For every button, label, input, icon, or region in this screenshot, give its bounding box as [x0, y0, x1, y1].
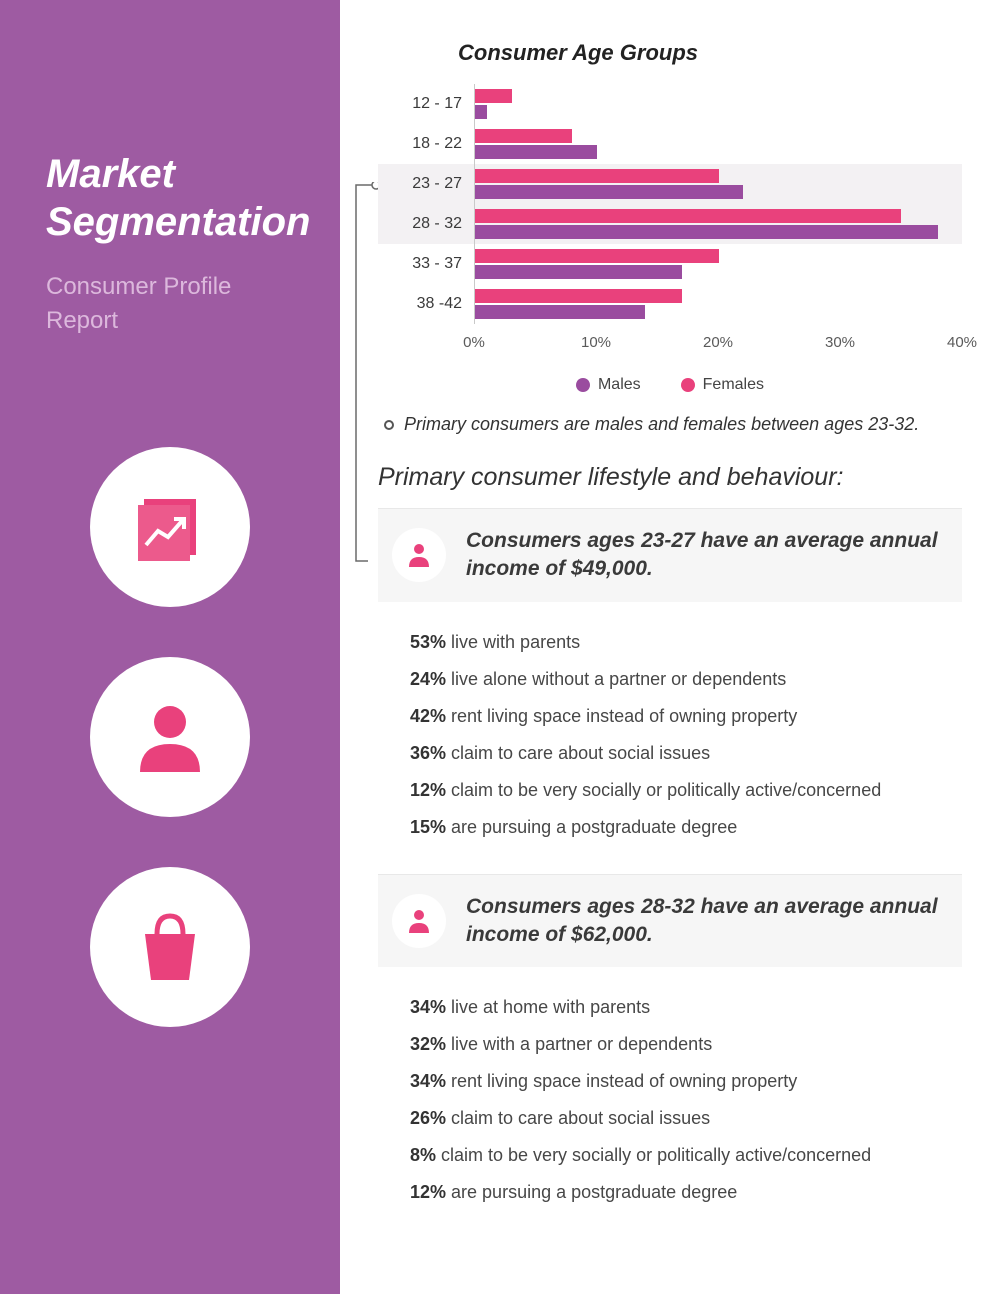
axis-tick: 30% — [825, 334, 855, 351]
shopping-bag-icon — [125, 902, 215, 992]
stat-line: 32% live with a partner or dependents — [410, 1034, 946, 1055]
chart-legend: Males Females — [378, 376, 962, 394]
bar-male — [475, 305, 645, 319]
legend-item: Males — [576, 376, 641, 394]
bar-female — [475, 169, 719, 183]
bar-female — [475, 209, 901, 223]
chart-row: 28 - 32 — [378, 204, 962, 244]
stat-line: 34% live at home with parents — [410, 997, 946, 1018]
legend-item: Females — [681, 376, 764, 394]
group-stats: 53% live with parents 24% live alone with… — [378, 602, 962, 874]
stat-line: 34% rent living space instead of owning … — [410, 1071, 946, 1092]
chart-row: 12 - 17 — [378, 84, 962, 124]
chart-row-label: 23 - 27 — [378, 164, 474, 204]
group-person-icon — [392, 894, 446, 948]
group-stats: 34% live at home with parents 32% live wi… — [378, 967, 962, 1239]
group-person-icon — [392, 528, 446, 582]
bar-male — [475, 145, 597, 159]
chart-row-label: 28 - 32 — [378, 204, 474, 244]
chart-row-label: 38 -42 — [378, 284, 474, 324]
sidebar-icon-person — [90, 657, 250, 817]
chart-connector-line — [348, 182, 378, 564]
annotation-text: Primary consumers are males and females … — [404, 414, 919, 435]
sidebar-icon-chart — [90, 447, 250, 607]
sidebar-icon-bag — [90, 867, 250, 1027]
chart-row-label: 12 - 17 — [378, 84, 474, 124]
bar-male — [475, 185, 743, 199]
bar-male — [475, 105, 487, 119]
chart-row: 18 - 22 — [378, 124, 962, 164]
sidebar: Market Segmentation Consumer Profile Rep… — [0, 0, 340, 1294]
stat-line: 53% live with parents — [410, 632, 946, 653]
page-subtitle: Consumer Profile Report — [30, 270, 310, 337]
legend-label: Males — [598, 376, 641, 394]
chart-row: 23 - 27 — [378, 164, 962, 204]
bar-male — [475, 265, 682, 279]
chart-row-bars — [474, 284, 962, 324]
stat-line: 15% are pursuing a postgraduate degree — [410, 817, 946, 838]
chart-row-bars — [474, 244, 962, 284]
chart-row-bars — [474, 124, 962, 164]
bar-female — [475, 89, 512, 103]
chart-row-label: 33 - 37 — [378, 244, 474, 284]
stat-line: 26% claim to care about social issues — [410, 1108, 946, 1129]
behaviour-heading: Primary consumer lifestyle and behaviour… — [378, 463, 962, 492]
stat-line: 36% claim to care about social issues — [410, 743, 946, 764]
group-title: Consumers ages 23-27 have an average ann… — [466, 527, 948, 584]
legend-dot-icon — [576, 378, 590, 392]
axis-tick: 20% — [703, 334, 733, 351]
chart-row-bars — [474, 84, 962, 124]
chart-icon — [130, 487, 210, 567]
chart-row: 38 -42 — [378, 284, 962, 324]
chart-row-bars — [474, 164, 962, 204]
bar-female — [475, 289, 682, 303]
consumer-group-header: Consumers ages 28-32 have an average ann… — [378, 874, 962, 968]
bar-female — [475, 249, 719, 263]
annotation-dot-icon — [384, 420, 394, 430]
stat-line: 12% are pursuing a postgraduate degree — [410, 1182, 946, 1203]
group-title: Consumers ages 28-32 have an average ann… — [466, 893, 948, 950]
stat-line: 8% claim to be very socially or politica… — [410, 1145, 946, 1166]
stat-line: 12% claim to be very socially or politic… — [410, 780, 946, 801]
axis-tick: 0% — [463, 334, 485, 351]
chart-x-axis: 0%10%20%30%40% — [378, 334, 962, 354]
chart-row: 33 - 37 — [378, 244, 962, 284]
main-content: Consumer Age Groups 12 - 1718 - 2223 - 2… — [340, 0, 1000, 1294]
bar-female — [475, 129, 572, 143]
page-title: Market Segmentation — [30, 150, 310, 246]
legend-dot-icon — [681, 378, 695, 392]
legend-label: Females — [703, 376, 764, 394]
chart-annotation: Primary consumers are males and females … — [384, 414, 962, 435]
bar-male — [475, 225, 938, 239]
consumer-group-header: Consumers ages 23-27 have an average ann… — [378, 508, 962, 602]
person-icon — [125, 692, 215, 782]
stat-line: 24% live alone without a partner or depe… — [410, 669, 946, 690]
chart-row-bars — [474, 204, 962, 244]
age-chart: 12 - 1718 - 2223 - 2728 - 3233 - 3738 -4… — [378, 84, 962, 394]
axis-tick: 40% — [947, 334, 977, 351]
axis-tick: 10% — [581, 334, 611, 351]
stat-line: 42% rent living space instead of owning … — [410, 706, 946, 727]
chart-title: Consumer Age Groups — [458, 40, 962, 66]
chart-row-label: 18 - 22 — [378, 124, 474, 164]
